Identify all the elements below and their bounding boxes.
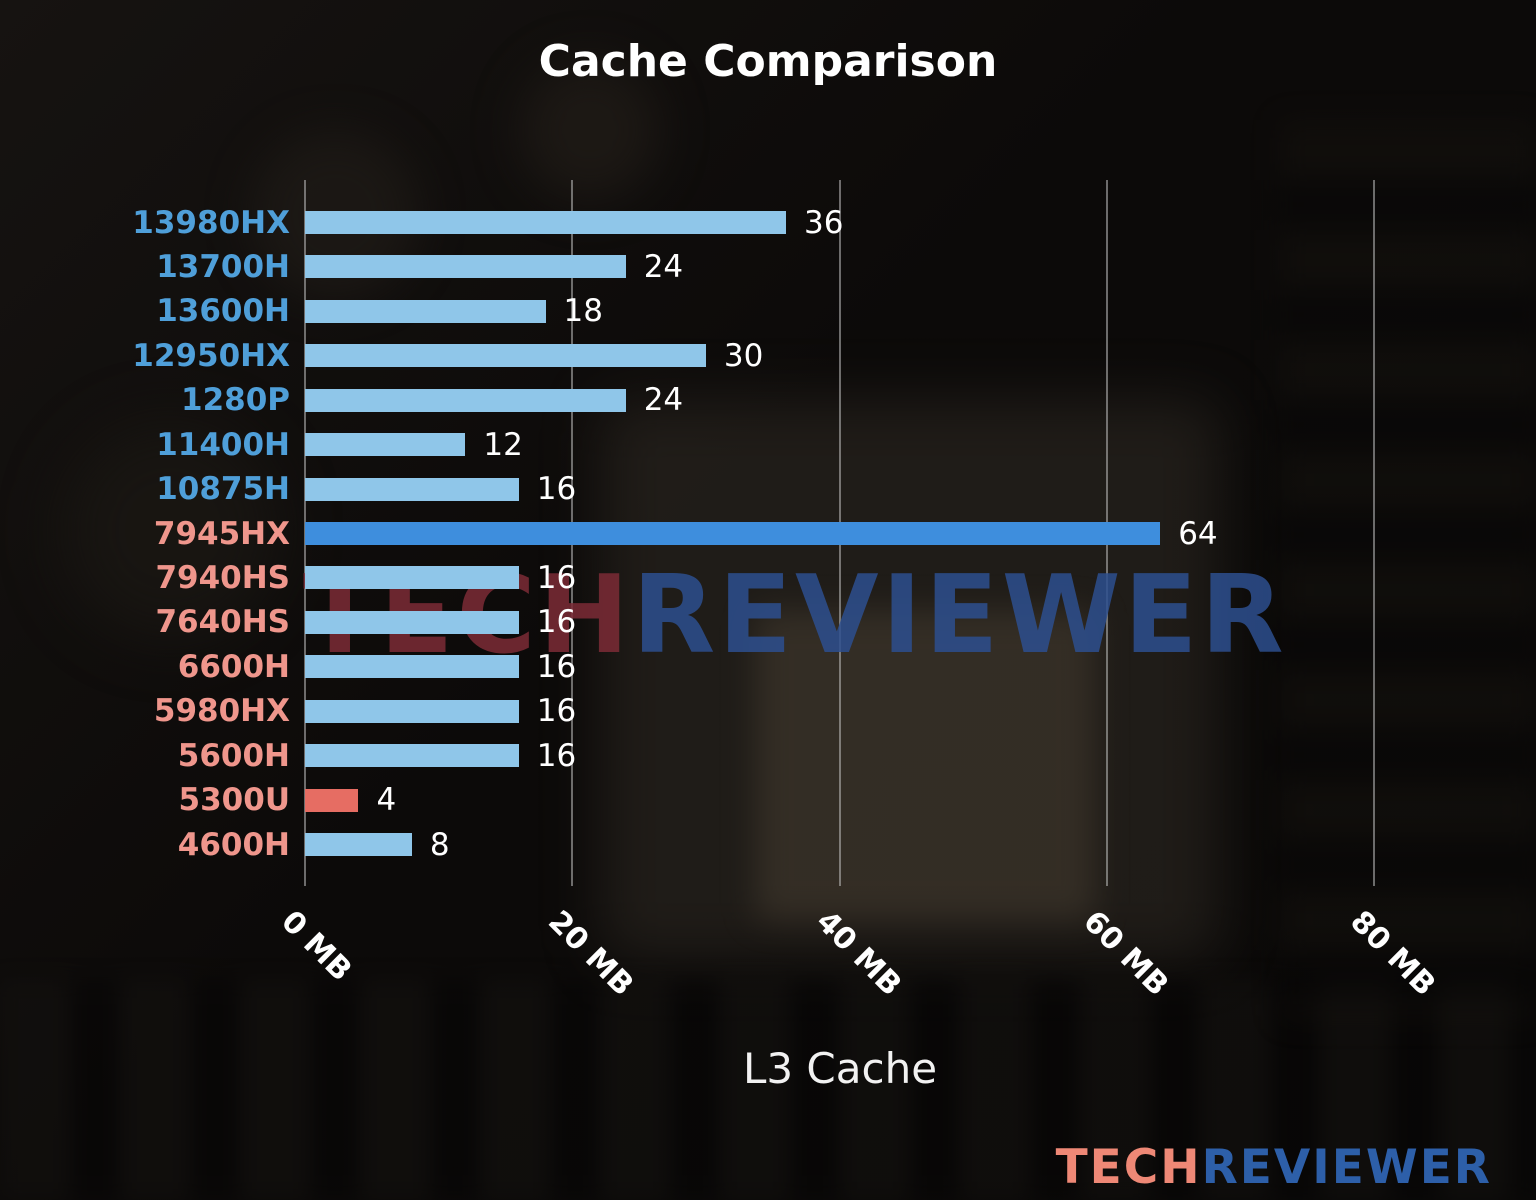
value-label: 12 — [483, 426, 523, 463]
value-label: 64 — [1178, 515, 1218, 552]
bar — [305, 566, 519, 590]
value-label: 4 — [376, 782, 397, 819]
category-label: 11400H — [156, 426, 290, 463]
category-label: 5980HX — [153, 693, 290, 730]
category-label: 12950HX — [132, 337, 290, 374]
bar — [305, 788, 359, 812]
x-tick-label: 40 MB — [808, 904, 908, 1003]
category-label: 6600H — [177, 648, 290, 685]
value-label: 16 — [536, 737, 577, 774]
category-label: 7945HX — [153, 515, 290, 552]
bar — [305, 344, 706, 368]
background-slots — [1280, 120, 1536, 1020]
value-label: 16 — [536, 471, 577, 508]
value-label: 36 — [804, 204, 844, 241]
value-label: 30 — [723, 337, 764, 374]
value-label: 16 — [536, 648, 577, 685]
background-cpu-body — [600, 400, 1220, 960]
bar — [305, 655, 519, 679]
bar — [305, 433, 466, 457]
bar — [305, 255, 626, 279]
category-label: 10875H — [156, 471, 290, 508]
bar — [305, 699, 519, 723]
x-tick-label: 20 MB — [541, 904, 641, 1003]
value-label: 16 — [536, 604, 577, 641]
value-label: 24 — [643, 382, 684, 419]
category-label: 13980HX — [132, 204, 290, 241]
value-label: 18 — [563, 293, 603, 330]
chart-title: Cache Comparison — [538, 36, 998, 87]
x-tick-label: 60 MB — [1076, 904, 1175, 1003]
x-tick-label: 80 MB — [1343, 904, 1443, 1003]
category-label: 7640HS — [155, 604, 290, 641]
category-label: 5300U — [178, 782, 290, 819]
bar — [305, 388, 626, 412]
bar — [305, 744, 519, 768]
x-tick-label: 0 MB — [274, 904, 359, 989]
category-label: 5600H — [177, 737, 290, 774]
bar — [305, 522, 1161, 545]
value-label: 16 — [536, 693, 577, 730]
category-label: 1280P — [181, 382, 290, 419]
bar — [305, 211, 787, 234]
category-label: 13600H — [156, 293, 290, 330]
category-label: 4600H — [177, 826, 290, 863]
category-label: 13700H — [156, 248, 290, 285]
bar — [305, 299, 546, 323]
bar — [305, 833, 412, 857]
bar — [305, 610, 519, 634]
bar — [305, 477, 519, 501]
x-axis-title: L3 Cache — [742, 1044, 938, 1093]
value-label: 8 — [429, 826, 450, 863]
logo-tech: TECH — [1055, 1140, 1202, 1195]
brand-logo: TECHREVIEWER — [1056, 1140, 1492, 1195]
watermark-reviewer: REVIEWER — [632, 553, 1287, 678]
gridline — [1373, 180, 1375, 886]
category-label: 7940HS — [155, 559, 290, 596]
value-label: 24 — [643, 248, 684, 285]
logo-reviewer: REVIEWER — [1201, 1140, 1492, 1195]
value-label: 16 — [536, 559, 577, 596]
